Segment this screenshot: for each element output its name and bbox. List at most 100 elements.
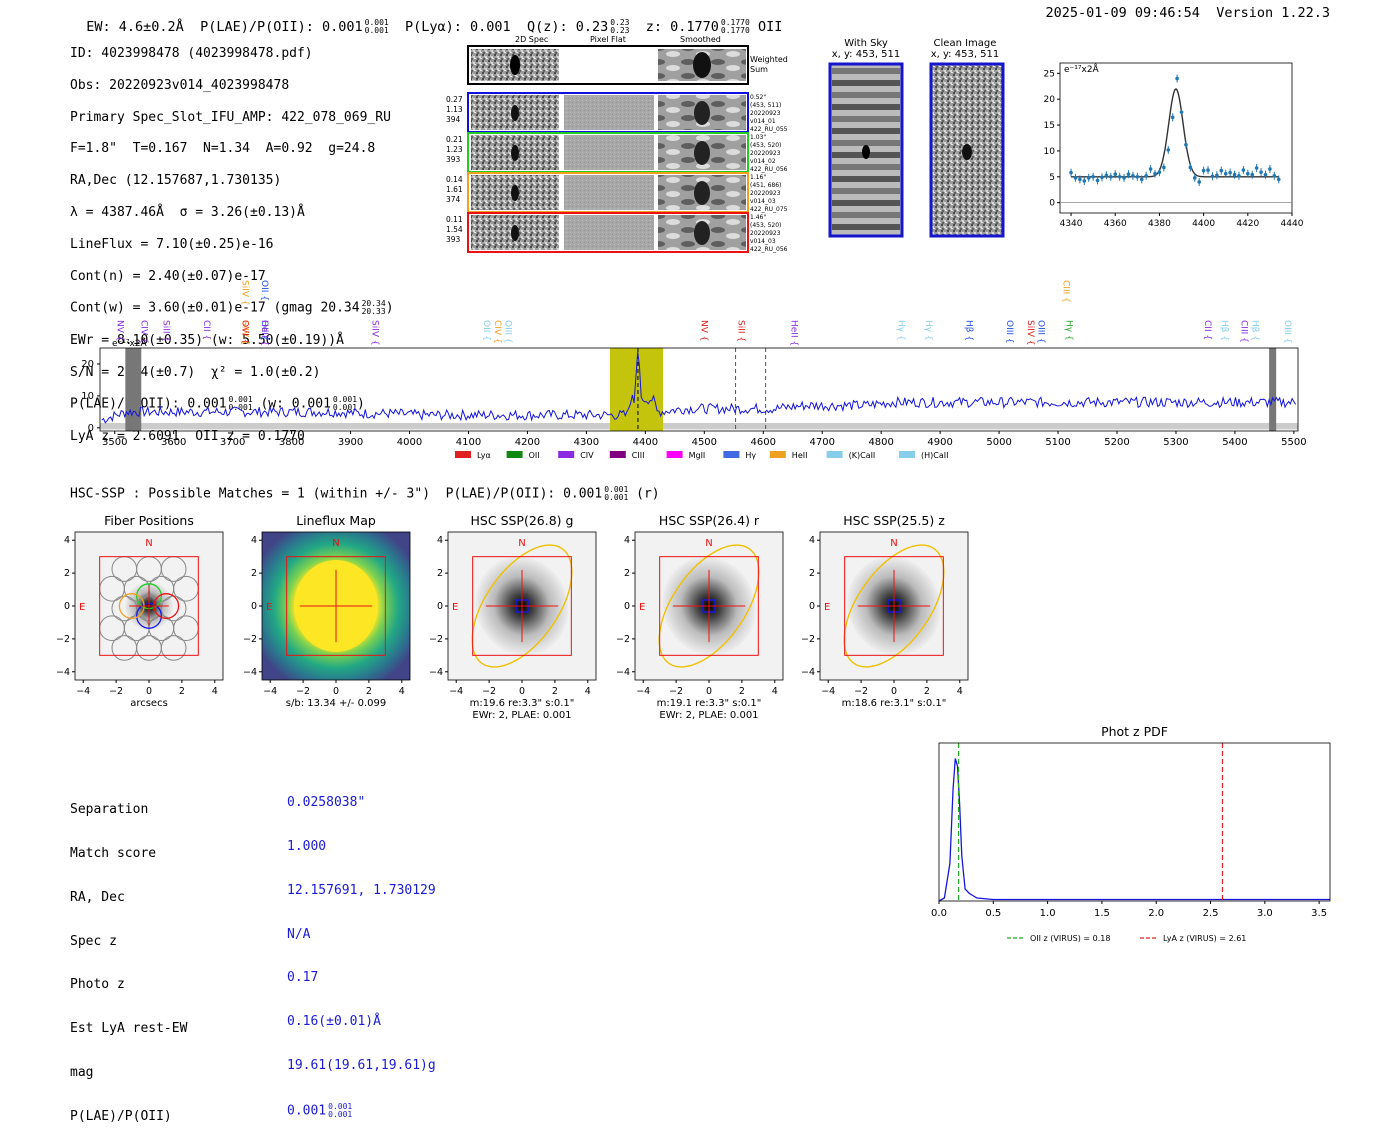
zoom-data-point [1100, 175, 1104, 180]
search-box [472, 556, 572, 656]
cutout-left-label: 0.27 [446, 95, 463, 104]
legend-swatch [826, 451, 843, 458]
upper-line-label: SiIV { [240, 280, 250, 306]
label-est-lya-ew: Est LyA rest-EW [70, 1021, 188, 1037]
sky-stripe [832, 104, 900, 110]
info-cont-w: Cont(w) = 3.60(±0.01)e-17 (gmag 20.34 20.… [70, 299, 394, 317]
cutout-right-label: (453, 520) [750, 222, 781, 229]
spectrum-unit: e⁻¹⁷x2Å [112, 337, 148, 349]
value-plae: 0.001 0.001 0.001 [287, 1101, 353, 1119]
cutout-left-label: 0.21 [446, 135, 463, 144]
zoom-data-point [1135, 174, 1140, 179]
line-highlight [609, 348, 664, 431]
legend-swatch [723, 451, 740, 458]
value-photo-z: 0.17 [287, 970, 319, 986]
panel-ytick-label: 2 [624, 568, 630, 579]
zoom-data-point [1206, 168, 1210, 172]
zoom-xtick-label: 4440 [1281, 219, 1304, 229]
match-table-values: 0.0258038" 1.000 12.157691, 1.730129 N/A… [287, 767, 436, 1133]
panel-xtick-label: −2 [482, 686, 496, 697]
line-id-label: Hβ { [1250, 320, 1260, 341]
legend-swatch [455, 451, 471, 458]
zoom-data-point [1139, 177, 1144, 182]
zoom-data-point [1228, 170, 1232, 175]
zoom-data-point [1104, 173, 1109, 178]
legend-label: MgII [689, 451, 706, 460]
panel-xtick-label: 0 [706, 686, 712, 697]
panel-ytick-label: −4 [56, 667, 70, 678]
zoom-data-point [1268, 167, 1272, 171]
cutout-left-label: 1.54 [446, 225, 463, 234]
panel-ytick-label: 4 [251, 535, 257, 546]
legend-swatch [506, 451, 523, 458]
zoom-ytick-label: 5 [1049, 173, 1055, 183]
zoom-data-point [1241, 168, 1246, 172]
cutout-right-label: v014_01 [750, 118, 776, 125]
timestamp-version: 2025-01-09 09:46:54 Version 1.22.3 [1046, 5, 1331, 21]
panel-title: HSC SSP(26.8) g [471, 513, 574, 528]
zoom-unit: e⁻¹⁷x2Å [1064, 63, 1100, 75]
spec-xtick-label: 3500 [102, 437, 127, 448]
panel-xtick-label: −2 [296, 686, 310, 697]
zoom-data-point [1117, 174, 1122, 179]
cutout-right-label: 1.46" [750, 214, 766, 221]
version: Version 1.22.3 [1216, 5, 1330, 21]
zoom-data-point [1148, 167, 1153, 171]
info-lambda-sigma: λ = 4387.46Å σ = 3.26(±0.13)Å [70, 204, 305, 220]
east-label: E [266, 602, 272, 613]
spec-xtick-label: 3700 [220, 437, 245, 448]
value-match-score: 1.000 [287, 838, 327, 854]
zoom-frame [1059, 62, 1293, 214]
panel-xtick-label: 2 [924, 686, 930, 697]
legend-label: Hγ [745, 451, 756, 460]
clean-image-title: Clean Image x, y: 453, 511 [930, 38, 1000, 60]
zoom-data-point [1175, 76, 1179, 81]
cutout-right-label: 422_RU_055 [750, 126, 788, 133]
zoom-data-point [1144, 173, 1148, 178]
zoom-data-point [1109, 174, 1113, 179]
spec-xtick-label: 4200 [515, 437, 540, 448]
zoom-data-point [1082, 179, 1087, 183]
line-id-label: OII { [259, 320, 269, 341]
panel-ytick-label: 0 [624, 601, 630, 612]
info-id: ID: 4023998478 (4023998478.pdf) [70, 45, 313, 61]
summary-header: EW: 4.6±0.2Å P(LAE)/P(OII): 0.001 0.001 0.… [70, 3, 782, 36]
panel-ytick-label: 4 [624, 535, 630, 546]
sky-stripe [832, 200, 900, 206]
zoom-data-point [1126, 172, 1131, 177]
panel-ytick-label: −4 [429, 667, 443, 678]
spec-xtick-label: 4000 [397, 437, 422, 448]
photz-xtick-label: 3.5 [1311, 908, 1327, 919]
panel-title: HSC SSP(26.4) r [659, 513, 760, 528]
spec-xtick-label: 5100 [1045, 437, 1070, 448]
zoom-ytick-label: 10 [1044, 147, 1056, 157]
zoom-data-point [1095, 178, 1100, 183]
panel-xtick-label: −2 [669, 686, 683, 697]
cutout-right-label: 422_RU_075 [750, 206, 788, 213]
panel-ytick-label: −2 [56, 634, 70, 645]
photz-pdf-line [938, 758, 1330, 902]
sky-stripe [832, 212, 900, 218]
legend-swatch [769, 451, 786, 458]
image-panel: HSC SSP(25.5) z N E 4 2 0 −2 −4 −4 −2 0 2 4 m:18.6 re… [801, 513, 969, 709]
zoom-data-point [1254, 166, 1259, 170]
sky-stripe [832, 140, 900, 146]
cutout-right-label: v014_03 [750, 238, 776, 245]
zoom-data-point [1166, 148, 1171, 152]
phot-z-pdf-chart: Phot z PDF 0.0 0.5 1.0 1.5 2.0 2.5 3.0 3.5 OII z … [931, 724, 1331, 943]
spec-xtick-label: 4600 [751, 437, 776, 448]
cutout-right-label: v014_03 [750, 198, 776, 205]
spec-xtick-label: 3800 [279, 437, 304, 448]
sky-stripe [832, 92, 900, 98]
panel-xtick-label: −2 [109, 686, 123, 697]
east-label: E [452, 602, 458, 613]
sky-stripe [832, 224, 900, 230]
cutout-right-label: 20220923 [750, 190, 781, 197]
line-id-label: NV { [115, 320, 125, 341]
plya-header: P(Lyα): 0.001 [405, 19, 511, 35]
line-id-label: OIII { [1004, 320, 1014, 344]
panel-xtick-label: −2 [854, 686, 868, 697]
